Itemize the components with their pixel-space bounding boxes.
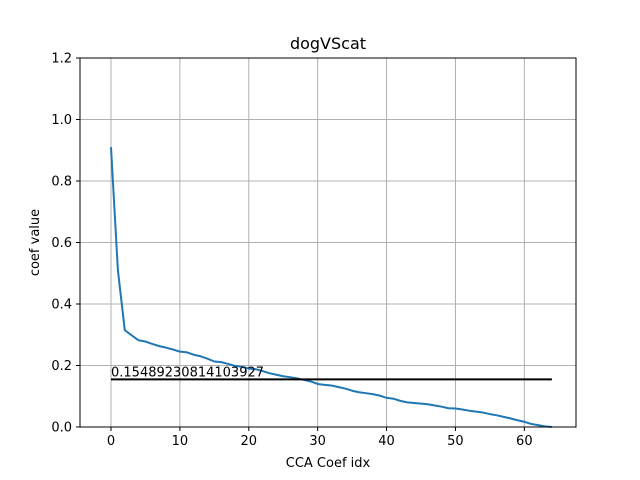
x-tick-label: 60 (516, 434, 533, 449)
threshold-annotation: 0.15489230814103927 (111, 365, 264, 380)
series-layer (110, 147, 552, 428)
chart-title: dogVScat (290, 34, 366, 53)
y-axis-ticks: 0.0 0.2 0.4 0.6 0.8 1.0 1.2 (51, 52, 80, 436)
x-tick-label: 10 (172, 434, 189, 449)
y-tick-label: 0.0 (51, 421, 72, 436)
y-axis-label: coef value (28, 209, 43, 276)
x-tick-label: 50 (447, 434, 464, 449)
plot-area: 0.15489230814103927 (79, 57, 577, 428)
y-tick-label: 1.0 (51, 113, 72, 128)
y-tick-label: 0.4 (51, 298, 72, 313)
x-tick-label: 30 (309, 434, 326, 449)
x-axis-ticks: 0 10 20 30 40 50 60 (107, 427, 533, 449)
x-tick-label: 40 (378, 434, 395, 449)
x-axis-label: CCA Coef idx (286, 456, 371, 471)
coef-value-line (110, 147, 552, 428)
y-tick-label: 0.6 (51, 236, 72, 251)
x-tick-label: 20 (241, 434, 258, 449)
y-tick-label: 0.8 (51, 175, 72, 190)
y-tick-label: 1.2 (51, 52, 72, 67)
annotation-layer: 0.15489230814103927 (111, 365, 264, 380)
y-tick-label: 0.2 (51, 359, 72, 374)
x-tick-label: 0 (107, 434, 115, 449)
